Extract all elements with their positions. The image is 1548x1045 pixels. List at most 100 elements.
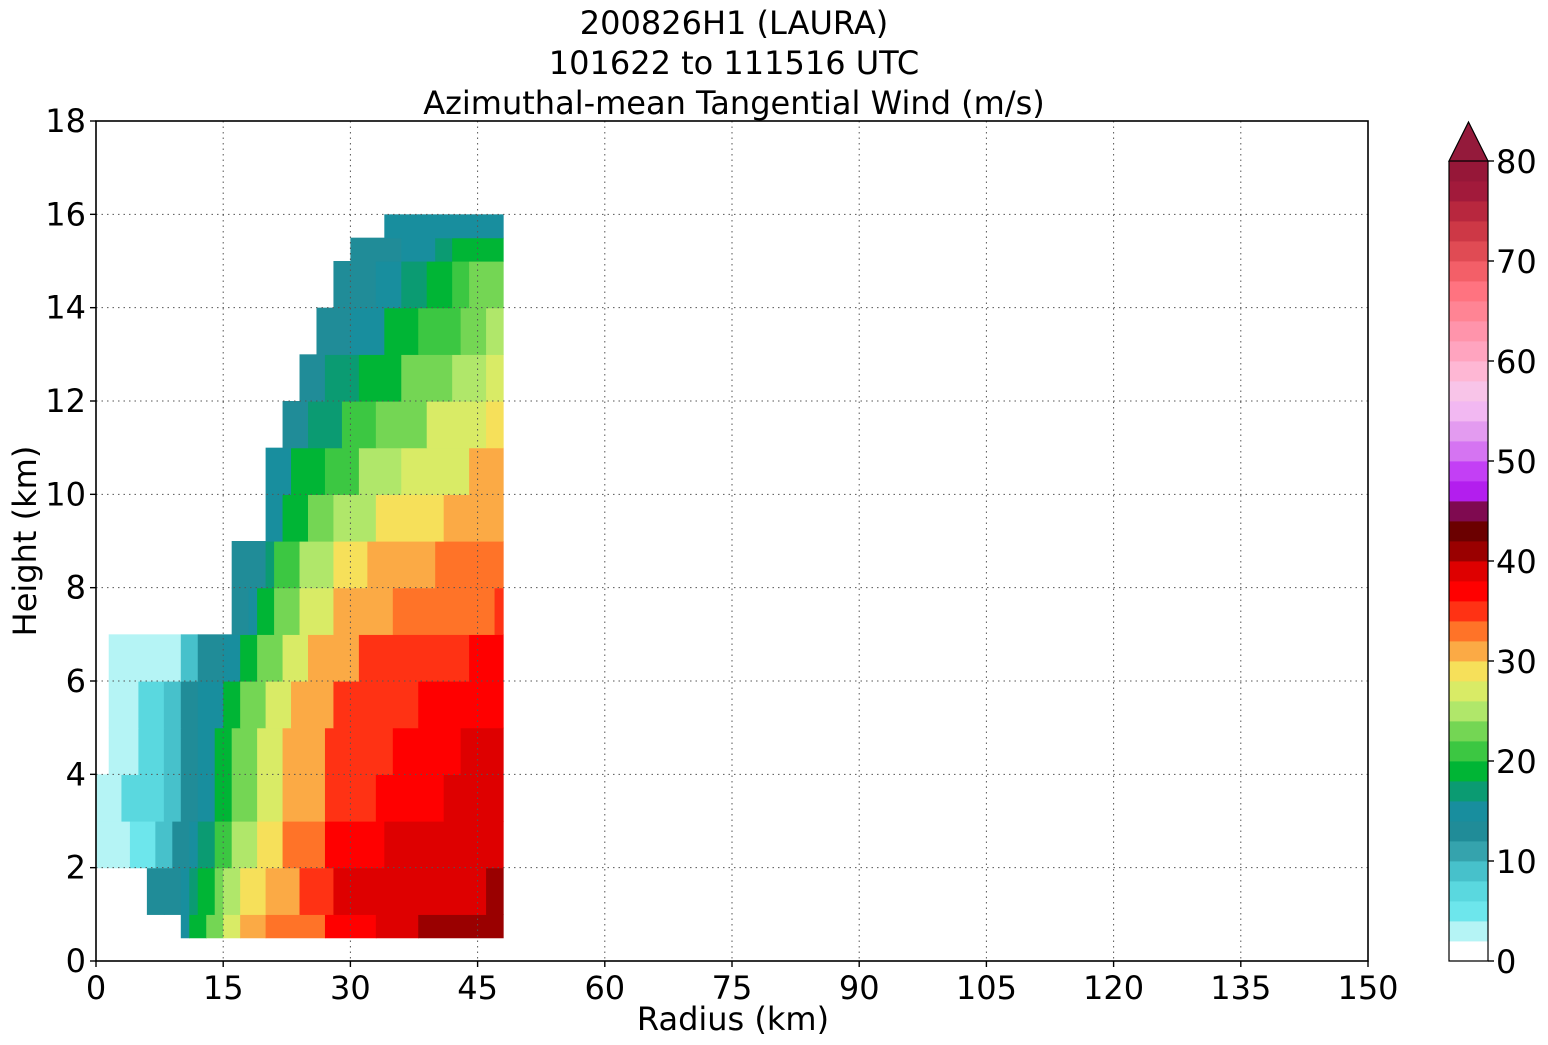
wind-cell xyxy=(308,401,343,449)
wind-cell xyxy=(469,261,504,309)
y-tick-label: 18 xyxy=(45,102,86,140)
colorbar-segment xyxy=(1449,501,1488,522)
x-axis-ticks: 0 15 30 45 60 75 90 105 120 135 150 xyxy=(86,961,1399,1007)
wind-cell xyxy=(240,681,267,729)
wind-cell xyxy=(418,867,487,915)
wind-cell xyxy=(469,634,504,682)
colorbar-segment xyxy=(1449,521,1488,542)
wind-cell xyxy=(358,354,402,402)
wind-cell xyxy=(333,681,419,729)
wind-cell xyxy=(324,914,377,939)
wind-cell xyxy=(240,634,258,682)
wind-cell xyxy=(401,237,436,262)
wind-cell xyxy=(197,727,216,775)
y-axis-ticks: 0 2 4 6 8 10 12 14 16 18 xyxy=(45,102,96,980)
colorbar-segment xyxy=(1449,541,1488,562)
wind-cell xyxy=(418,307,462,355)
wind-cell xyxy=(197,634,224,682)
y-tick-label: 2 xyxy=(66,849,86,887)
wind-cell xyxy=(265,541,275,589)
chart-title-line-1: 200826H1 (LAURA) xyxy=(579,4,889,42)
grid-lines xyxy=(96,121,1368,961)
colorbar-tick-label: 40 xyxy=(1496,543,1537,581)
wind-cell xyxy=(418,914,504,939)
y-tick-label: 10 xyxy=(45,475,86,513)
wind-cell xyxy=(214,867,224,915)
x-tick-label: 60 xyxy=(584,969,625,1007)
wind-cell xyxy=(108,727,139,775)
wind-cell xyxy=(299,587,335,635)
wind-cell xyxy=(375,774,445,822)
wind-cell xyxy=(96,821,131,869)
wind-cell xyxy=(401,261,428,309)
x-tick-label: 120 xyxy=(1083,969,1144,1007)
x-tick-label: 45 xyxy=(457,969,498,1007)
y-tick-label: 8 xyxy=(66,569,86,607)
colorbar-segment xyxy=(1449,821,1488,842)
wind-cell xyxy=(282,401,309,449)
y-tick-label: 4 xyxy=(66,755,86,793)
colorbar-segment xyxy=(1449,941,1488,962)
wind-cell xyxy=(180,914,190,939)
y-tick-label: 14 xyxy=(45,289,86,327)
wind-cell xyxy=(375,914,419,939)
colorbar-segment xyxy=(1449,781,1488,802)
wind-cell xyxy=(189,914,207,939)
wind-cell xyxy=(443,774,504,822)
colorbar-segment xyxy=(1449,281,1488,302)
wind-cell xyxy=(248,587,258,635)
colorbar-segment xyxy=(1449,401,1488,422)
x-tick-label: 30 xyxy=(330,969,371,1007)
wind-cell xyxy=(231,821,258,869)
wind-cell xyxy=(299,541,335,589)
colorbar-segment xyxy=(1449,321,1488,342)
colorbar-segment xyxy=(1449,181,1488,202)
wind-cell xyxy=(486,307,504,355)
wind-cell xyxy=(350,237,402,262)
wind-cell xyxy=(138,681,165,729)
colorbar-segment xyxy=(1449,241,1488,262)
colorbar-tick-label: 80 xyxy=(1496,143,1537,181)
wind-cell xyxy=(180,681,199,729)
x-tick-label: 15 xyxy=(203,969,244,1007)
wind-cell xyxy=(324,447,360,495)
wind-cell xyxy=(384,821,470,869)
wind-cell xyxy=(291,681,335,729)
wind-cell xyxy=(452,261,470,309)
colorbar-segment xyxy=(1449,381,1488,402)
colorbar-tick-label: 50 xyxy=(1496,443,1537,481)
wind-cell xyxy=(401,354,453,402)
wind-cell xyxy=(274,541,301,589)
colorbar-segment xyxy=(1449,861,1488,882)
wind-cell xyxy=(426,261,453,309)
colorbar-segment xyxy=(1449,881,1488,902)
wind-cell xyxy=(486,354,504,402)
colorbar-tick-label: 30 xyxy=(1496,643,1537,681)
colorbar-segment xyxy=(1449,341,1488,362)
wind-contour-field xyxy=(96,214,504,939)
colorbar-segment xyxy=(1449,561,1488,582)
colorbar-segment xyxy=(1449,721,1488,742)
colorbar-segment xyxy=(1449,901,1488,922)
x-tick-label: 135 xyxy=(1210,969,1271,1007)
colorbar-segment xyxy=(1449,601,1488,622)
wind-cell xyxy=(265,494,284,542)
colorbar-tick-label: 20 xyxy=(1496,743,1537,781)
wind-cell xyxy=(257,774,284,822)
wind-cell xyxy=(392,727,462,775)
colorbar-segment xyxy=(1449,221,1488,242)
wind-cell xyxy=(333,587,394,635)
wind-cell xyxy=(308,634,360,682)
colorbar-segment xyxy=(1449,681,1488,702)
colorbar-segment xyxy=(1449,361,1488,382)
colorbar-segment xyxy=(1449,441,1488,462)
wind-cell xyxy=(172,821,190,869)
wind-cell xyxy=(231,774,258,822)
wind-cell xyxy=(189,867,199,915)
wind-cell xyxy=(452,354,487,402)
wind-cell xyxy=(367,541,436,589)
colorbar-segment xyxy=(1449,841,1488,862)
colorbar-tick-label: 10 xyxy=(1496,843,1537,881)
